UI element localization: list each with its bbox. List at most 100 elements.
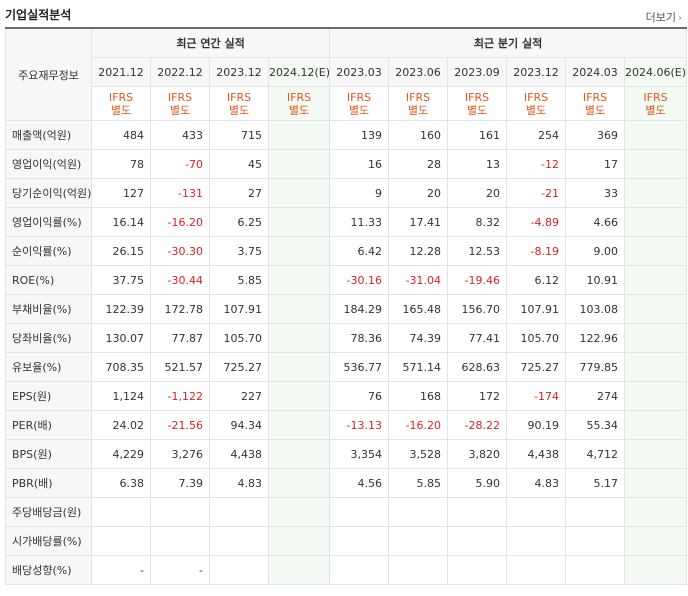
value-cell: 9 bbox=[329, 178, 390, 208]
table-row: 매출액(억원) 484 433 715 139 160 161 254 369 bbox=[5, 120, 688, 150]
value-cell bbox=[267, 178, 331, 208]
period-header: 2024.03 bbox=[565, 57, 626, 87]
ifrs-text: IFRS bbox=[346, 90, 372, 104]
value-cell: 274 bbox=[565, 381, 626, 411]
ifrs-label: IFRS 별도 bbox=[388, 86, 449, 121]
table-row: 당기순이익(억원) 127 -131 27 9 20 20 -21 33 bbox=[5, 178, 688, 208]
row-label: PBR(배) bbox=[5, 468, 92, 498]
value-cell bbox=[267, 120, 331, 150]
ifrs-label: IFRS 별도 bbox=[91, 86, 151, 121]
table-row: 부채비율(%) 122.39 172.78 107.91 184.29 165.48 156… bbox=[5, 294, 688, 324]
value-cell bbox=[624, 207, 688, 237]
value-cell: 7.39 bbox=[150, 468, 210, 498]
row-label: 순이익률(%) bbox=[5, 236, 92, 266]
value-cell: 127 bbox=[91, 178, 151, 208]
value-cell: 5.85 bbox=[388, 468, 449, 498]
ifrs-label: IFRS 별도 bbox=[506, 86, 567, 121]
separate-text: 별도 bbox=[110, 103, 132, 117]
table-row: PER(배) 24.02 -21.56 94.34 -13.13 -16.20 -28.22… bbox=[5, 410, 688, 440]
value-cell: 227 bbox=[209, 381, 269, 411]
value-cell: 37.75 bbox=[91, 265, 151, 295]
value-cell bbox=[267, 236, 331, 266]
value-cell bbox=[447, 526, 508, 556]
ifrs-text: IFRS bbox=[582, 90, 608, 104]
value-cell bbox=[267, 265, 331, 295]
ifrs-label: IFRS 별도 bbox=[150, 86, 210, 121]
table-row: EPS(원) 1,124 -1,122 227 76 168 172 -174 274 bbox=[5, 381, 688, 411]
row-label: ROE(%) bbox=[5, 265, 92, 295]
ifrs-text: IFRS bbox=[523, 90, 549, 104]
row-label: 배당성향(%) bbox=[5, 555, 92, 585]
separate-text: 별도 bbox=[407, 103, 429, 117]
value-cell: 107.91 bbox=[506, 294, 567, 324]
value-cell: 4.56 bbox=[329, 468, 390, 498]
value-cell bbox=[624, 323, 688, 353]
table-row: 시가배당률(%) bbox=[5, 526, 688, 556]
value-cell bbox=[624, 468, 688, 498]
value-cell bbox=[624, 120, 688, 150]
value-cell: -30.16 bbox=[329, 265, 390, 295]
value-cell: 78 bbox=[91, 149, 151, 179]
value-cell bbox=[565, 555, 626, 585]
period-header: 2023.03 bbox=[329, 57, 390, 87]
value-cell bbox=[506, 497, 567, 527]
value-cell: 369 bbox=[565, 120, 626, 150]
period-header: 2024.12(E) bbox=[267, 57, 331, 87]
row-label: BPS(원) bbox=[5, 439, 92, 469]
value-cell: 3.75 bbox=[209, 236, 269, 266]
separate-text: 별도 bbox=[348, 103, 370, 117]
value-cell: 4.83 bbox=[506, 468, 567, 498]
value-cell: 16 bbox=[329, 149, 390, 179]
separate-text: 별도 bbox=[645, 103, 666, 117]
value-cell bbox=[267, 439, 331, 469]
ifrs-text: IFRS bbox=[464, 90, 490, 104]
value-cell: 20 bbox=[447, 178, 508, 208]
value-cell: 4.83 bbox=[209, 468, 269, 498]
value-cell: 628.63 bbox=[447, 352, 508, 382]
value-cell bbox=[209, 555, 269, 585]
value-cell: 105.70 bbox=[209, 323, 269, 353]
row-label: 매출액(억원) bbox=[5, 120, 92, 150]
table-row: BPS(원) 4,229 3,276 4,438 3,354 3,528 3,820 4,43… bbox=[5, 439, 688, 469]
value-cell bbox=[329, 555, 390, 585]
value-cell bbox=[150, 526, 210, 556]
value-cell bbox=[624, 526, 688, 556]
row-label: PER(배) bbox=[5, 410, 92, 440]
value-cell: 5.90 bbox=[447, 468, 508, 498]
value-cell bbox=[267, 149, 331, 179]
row-label: 시가배당률(%) bbox=[5, 526, 92, 556]
value-cell bbox=[447, 497, 508, 527]
ifrs-label: IFRS 별도 bbox=[267, 86, 331, 121]
value-cell bbox=[506, 526, 567, 556]
table-row: 배당성향(%) - - bbox=[5, 555, 688, 585]
value-cell bbox=[624, 149, 688, 179]
ifrs-label: IFRS 별도 bbox=[329, 86, 390, 121]
more-link[interactable]: 더보기 › bbox=[646, 9, 682, 25]
row-label: 유보율(%) bbox=[5, 352, 92, 382]
value-cell: 74.39 bbox=[388, 323, 449, 353]
value-cell: 90.19 bbox=[506, 410, 567, 440]
value-cell: -21 bbox=[506, 178, 567, 208]
value-cell bbox=[565, 526, 626, 556]
value-cell: 13 bbox=[447, 149, 508, 179]
table-row: 주당배당금(원) bbox=[5, 497, 688, 527]
value-cell: 130.07 bbox=[91, 323, 151, 353]
value-cell: 27 bbox=[209, 178, 269, 208]
value-cell: -28.22 bbox=[447, 410, 508, 440]
value-cell: 536.77 bbox=[329, 352, 390, 382]
value-cell: -31.04 bbox=[388, 265, 449, 295]
period-header: 2024.06(E) bbox=[624, 57, 688, 87]
value-cell: 484 bbox=[91, 120, 151, 150]
row-label: 영업이익(억원) bbox=[5, 149, 92, 179]
value-cell: 433 bbox=[150, 120, 210, 150]
value-cell bbox=[624, 381, 688, 411]
value-cell bbox=[267, 207, 331, 237]
value-cell: 107.91 bbox=[209, 294, 269, 324]
value-cell: 17.41 bbox=[388, 207, 449, 237]
value-cell bbox=[624, 294, 688, 324]
section-title: 기업실적분석 bbox=[5, 8, 72, 22]
value-cell: - bbox=[91, 555, 151, 585]
value-cell: 6.38 bbox=[91, 468, 151, 498]
quarter-group-header: 최근 분기 실적 bbox=[329, 27, 688, 58]
value-cell bbox=[329, 497, 390, 527]
